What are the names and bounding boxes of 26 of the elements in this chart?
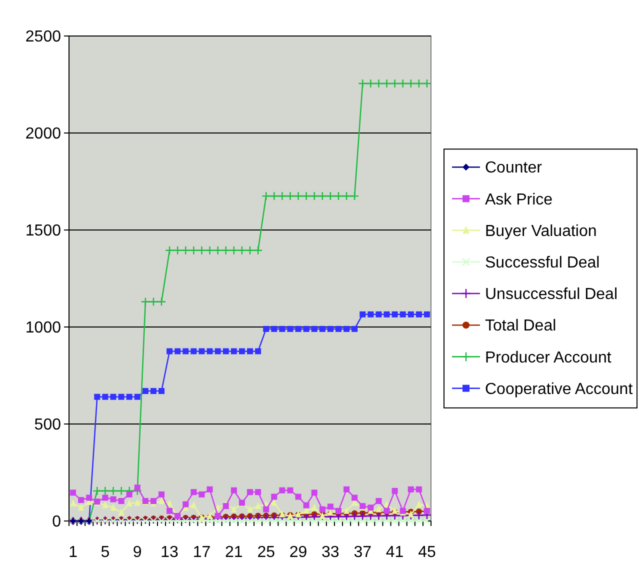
x-tick-label: 45 (418, 544, 436, 561)
y-tick-label: 1500 (25, 222, 62, 240)
y-tick-label: 2000 (25, 126, 62, 143)
x-tick-label: 37 (354, 544, 372, 561)
x-tick-label: 21 (225, 544, 243, 561)
x-tick-label: 25 (257, 544, 276, 561)
x-tick-label: 33 (322, 544, 340, 561)
legend-label: Producer Account (485, 349, 612, 366)
legend-label: Buyer Valuation (485, 222, 597, 240)
legend-label: Cooperative Account (485, 380, 634, 398)
legend-label: Unsuccessful Deal (485, 286, 618, 304)
x-tick-label: 1 (68, 544, 78, 561)
x-tick-label: 13 (160, 544, 179, 561)
legend-label: Total Deal (485, 318, 556, 335)
y-tick-label: 2500 (25, 28, 62, 46)
legend-label: Successful Deal (485, 254, 600, 272)
legend-label: Counter (485, 160, 543, 177)
y-tick-label: 500 (34, 416, 62, 434)
y-tick-label: 1000 (25, 320, 62, 337)
legend-label: Ask Price (485, 191, 553, 208)
x-tick-label: 9 (132, 544, 142, 561)
y-tick-label: 0 (52, 514, 62, 531)
x-tick-label: 17 (192, 544, 211, 561)
x-tick-label: 29 (289, 544, 308, 561)
x-tick-label: 41 (386, 544, 404, 561)
x-tick-label: 5 (100, 544, 110, 561)
